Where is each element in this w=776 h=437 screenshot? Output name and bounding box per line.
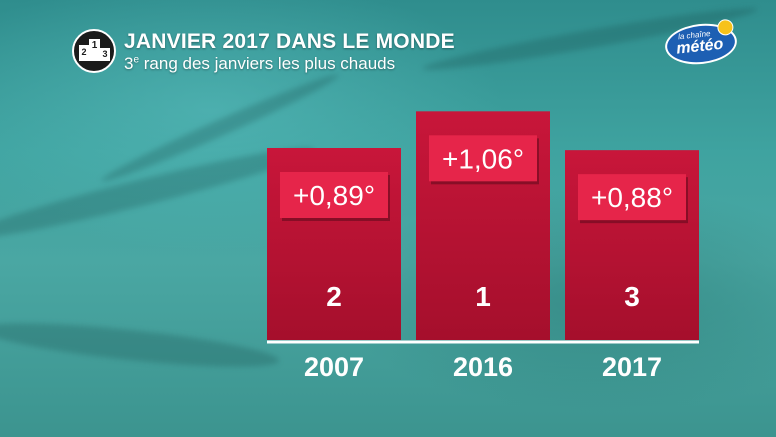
bars-group: +0,89° 2 2007 +1,06° 1 2016 +0,88° 3 2017 — [267, 111, 699, 382]
rank-label: 3 — [624, 281, 640, 312]
chart-subtitle: 3e rang des janviers les plus chauds — [124, 54, 395, 74]
value-label: +1,06° — [442, 143, 524, 174]
rank-label: 2 — [326, 281, 342, 312]
category-label: 2016 — [453, 352, 513, 382]
chart-title: JANVIER 2017 DANS LE MONDE — [124, 30, 455, 53]
subtitle-rank-suffix: e — [133, 54, 140, 66]
value-label-box — [280, 172, 388, 218]
podium-third-block: 3 — [100, 48, 110, 61]
value-label-box — [429, 135, 537, 182]
category-label: 2007 — [304, 352, 364, 382]
podium-icon: 2 1 3 — [72, 29, 116, 73]
value-label: +0,88° — [591, 182, 673, 213]
subtitle-text: rang des janviers les plus chauds — [139, 54, 396, 73]
rank-label: 1 — [475, 281, 491, 312]
category-label: 2017 — [602, 352, 662, 382]
value-label: +0,89° — [293, 180, 375, 211]
subtitle-rank: 3 — [124, 54, 134, 73]
podium-first-block: 1 — [89, 39, 100, 61]
value-label-box — [578, 174, 686, 221]
podium-second-block: 2 — [79, 45, 89, 61]
